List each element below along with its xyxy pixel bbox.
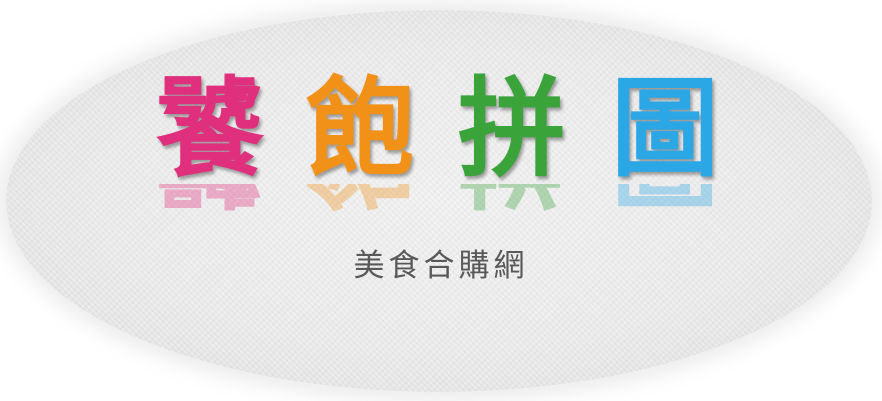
- title-char-2-reflection: 飽: [300, 184, 420, 214]
- logo-subtitle: 美食合購網: [353, 248, 529, 284]
- background-oval: [6, 10, 872, 392]
- title-char-3-reflection: 拼: [452, 184, 572, 214]
- title-char-4-reflection: 圖: [605, 184, 725, 214]
- title-char-1: 饕 饕: [150, 67, 270, 215]
- title-char-4-glyph: 圖: [610, 67, 719, 192]
- title-char-1-glyph: 饕: [155, 67, 264, 192]
- title-char-1-reflection: 饕: [150, 184, 270, 214]
- title-char-4: 圖 圖: [605, 67, 725, 215]
- logo-title: 饕 饕 飽 飽 拼 拼 圖 圖: [150, 67, 730, 215]
- title-char-2: 飽 飽: [300, 67, 420, 215]
- title-char-3-glyph: 拼: [457, 67, 566, 192]
- title-char-3: 拼 拼: [452, 67, 572, 215]
- title-char-2-glyph: 飽: [305, 67, 414, 192]
